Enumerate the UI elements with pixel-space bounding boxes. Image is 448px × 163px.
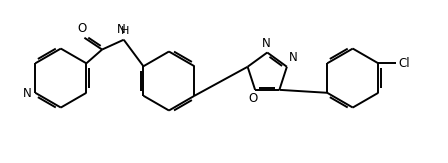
Text: Cl: Cl [398,57,409,70]
Text: N: N [262,37,271,50]
Text: N: N [289,51,297,64]
Text: O: O [78,22,87,35]
Text: N: N [116,23,125,36]
Text: O: O [249,92,258,105]
Text: N: N [22,87,31,100]
Text: H: H [121,26,129,36]
